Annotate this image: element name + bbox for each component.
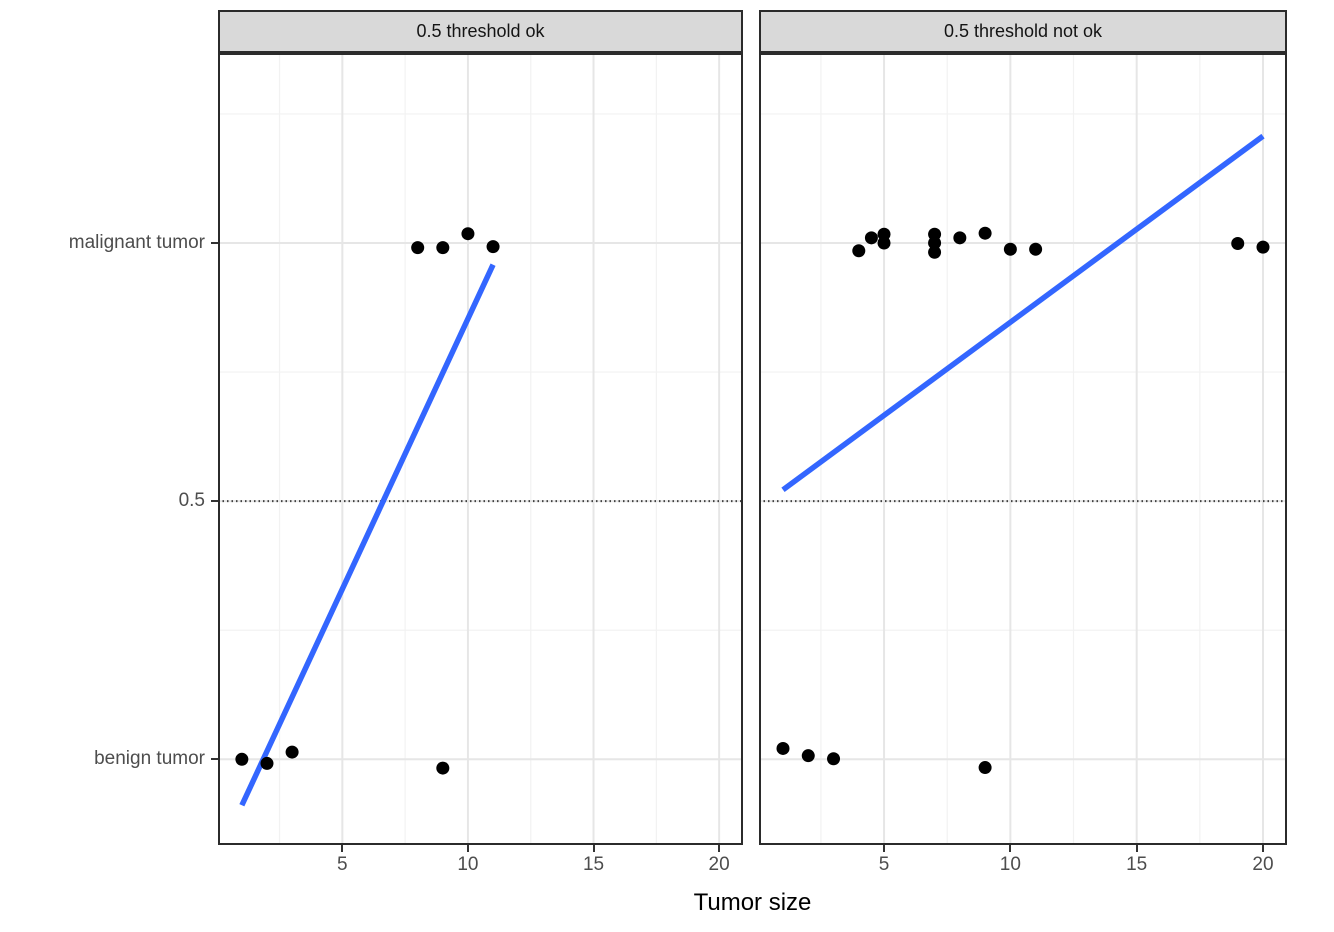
data-point xyxy=(436,761,450,775)
facet-strip-left: 0.5 threshold ok xyxy=(218,10,743,53)
x-tick-label: 15 xyxy=(1126,854,1148,875)
data-point xyxy=(978,761,992,775)
data-point xyxy=(285,745,299,759)
data-point xyxy=(801,749,815,763)
x-tick-mark xyxy=(718,845,721,852)
regression-line xyxy=(781,133,1265,493)
data-point xyxy=(776,741,790,755)
y-tick-label: benign tumor xyxy=(94,748,205,770)
facet-title-left: 0.5 threshold ok xyxy=(416,21,545,41)
panel-border xyxy=(218,53,743,845)
data-point xyxy=(978,226,992,240)
x-tick-label: 10 xyxy=(999,854,1021,875)
x-axis-title: Tumor size xyxy=(693,889,812,916)
x-tick-mark xyxy=(883,845,886,852)
regression-line xyxy=(239,263,496,807)
y-tick-label: malignant tumor xyxy=(68,231,205,253)
data-point xyxy=(827,752,841,766)
x-tick-label: 15 xyxy=(582,854,605,875)
facet-title-right: 0.5 threshold not ok xyxy=(943,21,1103,41)
x-tick-label: 20 xyxy=(708,854,730,875)
y-tick-mark xyxy=(211,758,218,761)
data-point xyxy=(852,244,866,258)
x-tick-mark xyxy=(466,845,469,852)
x-tick-mark xyxy=(1135,845,1138,852)
x-tick-mark xyxy=(1009,845,1012,852)
data-point xyxy=(260,756,274,770)
panel-border xyxy=(759,53,1287,845)
x-tick-label: 10 xyxy=(457,854,479,875)
x-tick-label: 5 xyxy=(337,854,348,875)
y-tick-mark xyxy=(211,500,218,503)
data-point xyxy=(1256,240,1270,254)
x-tick-mark xyxy=(1262,845,1264,852)
data-point xyxy=(928,245,942,259)
data-point xyxy=(1003,242,1017,256)
y-tick-label: 0.5 xyxy=(178,490,205,512)
data-point xyxy=(486,240,500,254)
data-point xyxy=(864,231,878,245)
data-point xyxy=(235,752,249,766)
x-tick-label: 20 xyxy=(1252,854,1274,875)
facet-strip-right: 0.5 threshold not ok xyxy=(759,10,1287,53)
facet-panel-right xyxy=(759,53,1287,845)
data-point xyxy=(953,231,967,245)
x-tick-mark xyxy=(592,845,595,852)
data-point xyxy=(928,236,942,250)
data-point xyxy=(1029,242,1043,256)
data-point xyxy=(411,241,425,255)
data-point xyxy=(1231,237,1245,251)
x-tick-mark xyxy=(341,845,344,852)
facet-panel-left xyxy=(218,53,743,845)
data-point xyxy=(877,236,891,250)
data-point xyxy=(461,227,475,241)
x-tick-label: 5 xyxy=(878,854,890,875)
y-tick-mark xyxy=(211,241,218,244)
data-point xyxy=(436,241,450,255)
